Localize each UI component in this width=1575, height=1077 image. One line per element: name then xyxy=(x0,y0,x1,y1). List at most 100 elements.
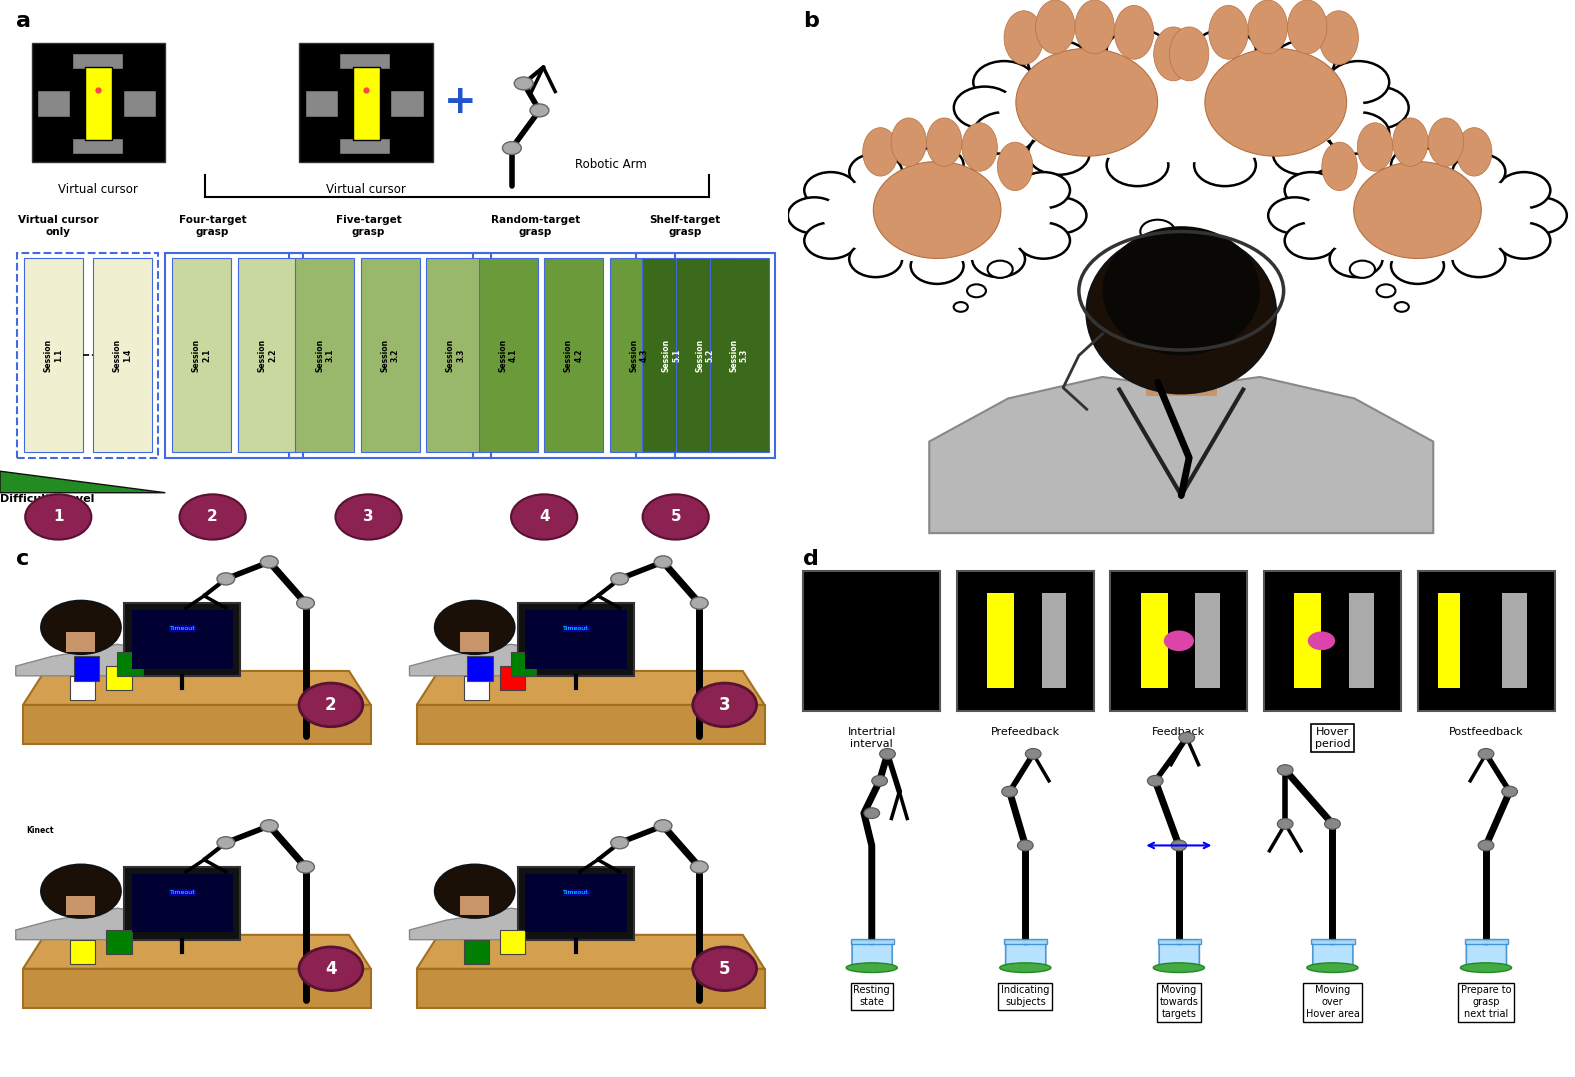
Polygon shape xyxy=(24,704,370,743)
FancyBboxPatch shape xyxy=(296,258,354,452)
Ellipse shape xyxy=(435,865,515,918)
Polygon shape xyxy=(417,935,764,969)
Circle shape xyxy=(1285,172,1337,208)
FancyBboxPatch shape xyxy=(526,875,627,933)
Ellipse shape xyxy=(1005,11,1043,65)
Ellipse shape xyxy=(1247,0,1288,54)
FancyBboxPatch shape xyxy=(1348,593,1373,688)
Text: Intertrial
interval: Intertrial interval xyxy=(847,727,896,749)
Text: 5: 5 xyxy=(718,960,731,978)
Text: Session
5.1: Session 5.1 xyxy=(662,339,680,372)
Circle shape xyxy=(873,775,888,786)
Circle shape xyxy=(1164,274,1183,286)
FancyBboxPatch shape xyxy=(1195,593,1221,688)
Ellipse shape xyxy=(1000,963,1051,973)
Ellipse shape xyxy=(1392,118,1429,166)
Circle shape xyxy=(1328,112,1389,154)
Ellipse shape xyxy=(41,601,121,654)
FancyBboxPatch shape xyxy=(1312,941,1353,968)
Text: Four-target
grasp: Four-target grasp xyxy=(180,215,246,237)
Ellipse shape xyxy=(962,123,997,171)
FancyBboxPatch shape xyxy=(543,258,603,452)
FancyBboxPatch shape xyxy=(852,941,891,968)
Text: Timeout: Timeout xyxy=(564,890,589,895)
FancyBboxPatch shape xyxy=(71,939,96,964)
FancyBboxPatch shape xyxy=(1466,941,1507,968)
Text: Hover
period: Hover period xyxy=(1315,727,1350,749)
FancyBboxPatch shape xyxy=(1159,941,1200,968)
Circle shape xyxy=(1477,749,1493,759)
Ellipse shape xyxy=(1460,963,1512,973)
Circle shape xyxy=(1172,840,1188,851)
Circle shape xyxy=(1285,223,1337,258)
Circle shape xyxy=(529,103,550,116)
Ellipse shape xyxy=(1321,142,1358,191)
FancyBboxPatch shape xyxy=(1140,593,1169,688)
Polygon shape xyxy=(0,472,165,493)
Circle shape xyxy=(973,61,1035,103)
Text: Shelf-target
grasp: Shelf-target grasp xyxy=(649,215,721,237)
FancyBboxPatch shape xyxy=(72,138,123,154)
Circle shape xyxy=(863,808,879,819)
Text: 4: 4 xyxy=(539,509,550,524)
Text: Session
3.1: Session 3.1 xyxy=(315,339,334,372)
FancyBboxPatch shape xyxy=(71,676,96,700)
Circle shape xyxy=(1017,223,1069,258)
Circle shape xyxy=(910,248,964,284)
Ellipse shape xyxy=(873,162,1002,258)
Circle shape xyxy=(788,197,841,234)
Circle shape xyxy=(1151,250,1178,268)
Polygon shape xyxy=(410,908,573,939)
FancyBboxPatch shape xyxy=(1147,332,1216,396)
Text: d: d xyxy=(803,549,819,570)
Ellipse shape xyxy=(1016,48,1158,156)
FancyBboxPatch shape xyxy=(93,258,151,452)
FancyBboxPatch shape xyxy=(304,90,339,116)
Circle shape xyxy=(1452,241,1506,277)
FancyBboxPatch shape xyxy=(1503,593,1528,688)
Text: Virtual cursor: Virtual cursor xyxy=(326,183,406,196)
Circle shape xyxy=(260,820,279,831)
FancyBboxPatch shape xyxy=(1465,938,1509,943)
Polygon shape xyxy=(417,671,764,704)
Circle shape xyxy=(1477,840,1493,851)
FancyBboxPatch shape xyxy=(1438,593,1460,688)
Circle shape xyxy=(1329,154,1383,190)
Ellipse shape xyxy=(435,601,515,654)
Ellipse shape xyxy=(926,118,962,166)
Circle shape xyxy=(513,78,532,89)
FancyBboxPatch shape xyxy=(24,258,82,452)
Circle shape xyxy=(1002,786,1017,797)
Ellipse shape xyxy=(1307,963,1358,973)
Circle shape xyxy=(654,556,673,568)
FancyBboxPatch shape xyxy=(610,258,668,452)
Circle shape xyxy=(879,749,895,759)
Circle shape xyxy=(260,556,279,568)
Ellipse shape xyxy=(1358,123,1392,171)
Ellipse shape xyxy=(1304,169,1531,263)
Circle shape xyxy=(1164,630,1194,652)
FancyBboxPatch shape xyxy=(510,652,536,676)
Circle shape xyxy=(643,494,709,540)
Circle shape xyxy=(1277,819,1293,829)
Circle shape xyxy=(299,947,362,991)
FancyBboxPatch shape xyxy=(1295,593,1321,688)
Circle shape xyxy=(1350,261,1375,278)
Text: Prefeedback: Prefeedback xyxy=(991,727,1060,737)
FancyBboxPatch shape xyxy=(123,90,156,116)
Circle shape xyxy=(1514,197,1567,234)
Circle shape xyxy=(217,837,235,849)
FancyBboxPatch shape xyxy=(1005,938,1047,943)
Ellipse shape xyxy=(863,128,898,177)
FancyBboxPatch shape xyxy=(1006,941,1046,968)
FancyBboxPatch shape xyxy=(501,666,526,690)
Text: Timeout: Timeout xyxy=(170,626,195,631)
Circle shape xyxy=(1503,786,1518,797)
Text: Feedback: Feedback xyxy=(1153,727,1205,737)
Circle shape xyxy=(1107,29,1169,71)
Circle shape xyxy=(849,241,902,277)
FancyBboxPatch shape xyxy=(643,258,701,452)
Polygon shape xyxy=(417,704,764,743)
Text: c: c xyxy=(16,549,28,570)
Circle shape xyxy=(988,261,1013,278)
